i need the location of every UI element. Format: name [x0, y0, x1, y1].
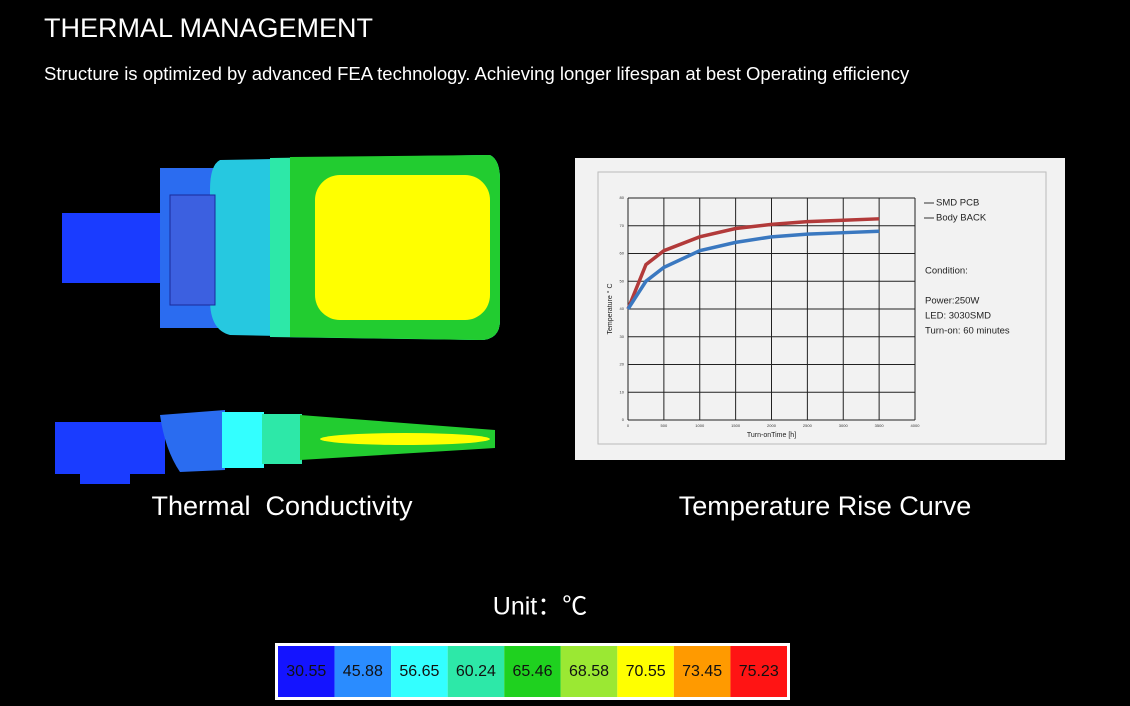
condition-note: LED: 3030SMD: [925, 311, 991, 322]
y-tick-label: 60: [620, 251, 625, 256]
scale-value: 68.58: [569, 663, 609, 680]
x-tick-label: 500: [661, 423, 668, 428]
scale-value: 73.45: [682, 663, 722, 680]
series-line: [626, 217, 880, 310]
chart-frame: [597, 171, 1047, 445]
legend-label: Body BACK: [936, 213, 987, 224]
scale-value: 56.65: [399, 663, 439, 680]
y-tick-label: 20: [620, 362, 625, 367]
scale-value: 75.23: [739, 663, 779, 680]
scale-value: 30.55: [286, 663, 326, 680]
caption: Temperature Rise Curve: [679, 491, 972, 521]
x-axis-label: Turn-onTime [h]: [747, 432, 796, 439]
x-tick-label: 1000: [695, 423, 705, 428]
condition-note: Condition:: [925, 266, 968, 277]
scale-cell: [391, 646, 448, 697]
thermal-top-view: [62, 155, 500, 340]
x-tick-label: 2500: [803, 423, 813, 428]
condition-note: Turn-on: 60 minutes: [925, 326, 1010, 337]
x-tick-label: 0: [627, 423, 630, 428]
unit-label: Unit：℃: [493, 593, 587, 621]
y-tick-label: 70: [620, 223, 625, 228]
y-axis-label: Temperature ° C: [606, 283, 614, 334]
legend-label: SMD PCB: [936, 198, 979, 209]
scale-value: 65.46: [512, 663, 552, 680]
scale-cell: [673, 646, 731, 697]
scale-value: 45.88: [343, 663, 383, 680]
y-tick-label: 80: [620, 195, 625, 200]
y-tick-label: 10: [620, 389, 625, 394]
subtitle: Structure is optimized by advanced FEA t…: [44, 63, 910, 84]
scale-cell: [278, 646, 335, 697]
y-tick-label: 50: [620, 278, 625, 283]
caption: Thermal Conductivity: [151, 491, 413, 521]
x-tick-label: 4000: [911, 423, 921, 428]
scale-value: 70.55: [626, 663, 666, 680]
title: THERMAL MANAGEMENT: [44, 13, 373, 43]
scale-cell: [504, 646, 561, 697]
scale-cell: [560, 646, 618, 697]
y-tick-label: 40: [620, 306, 625, 311]
thermal-side-view: [55, 410, 495, 484]
y-tick-label: 30: [620, 334, 625, 339]
x-tick-label: 3000: [839, 423, 849, 428]
series-line: [626, 229, 880, 310]
condition-note: Power:250W: [925, 296, 979, 307]
scale-cell: [447, 646, 505, 697]
scale-cell: [617, 646, 674, 697]
x-tick-label: 2000: [767, 423, 777, 428]
x-tick-label: 3500: [875, 423, 885, 428]
scale-value: 60.24: [456, 663, 496, 680]
scale-cell: [730, 646, 787, 697]
x-tick-label: 1500: [731, 423, 741, 428]
scale-cell: [334, 646, 392, 697]
y-tick-label: 0: [622, 417, 625, 422]
